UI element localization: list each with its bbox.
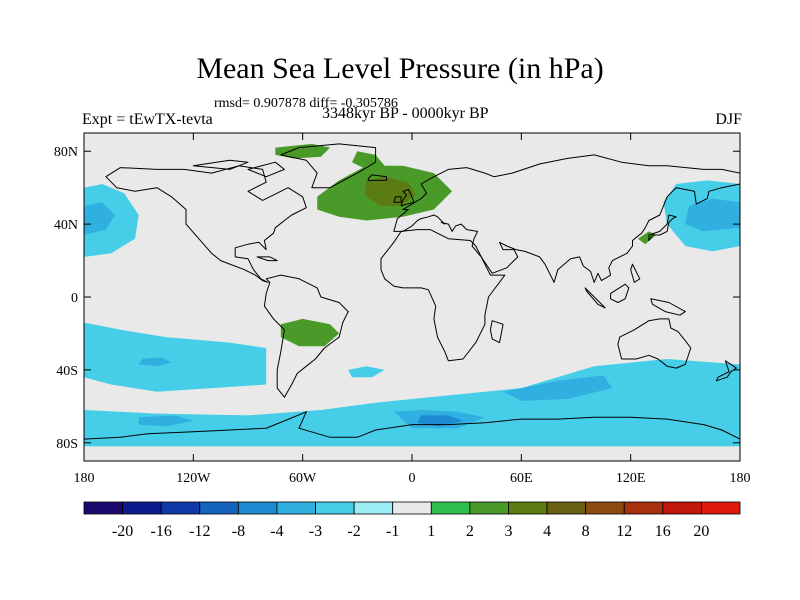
field-region-arctic-high-east — [351, 151, 385, 170]
coastlines — [84, 143, 740, 440]
field-region-north-pacific-west-core — [84, 202, 115, 235]
period-label: 3348kyr BP - 0000kyr BP — [322, 105, 489, 122]
field-region-north-atlantic-core — [364, 176, 416, 206]
colorbar-swatch-5 — [276, 501, 316, 515]
field-region-southern-ocean-core-pac — [138, 415, 194, 427]
colorbar-swatch-11 — [508, 501, 548, 515]
stats-line: rmsd= 0.907878 diff= -0.305786 — [214, 96, 398, 111]
field-region-north-pacific-east-core — [685, 198, 740, 232]
land-outline-5 — [400, 189, 415, 207]
colorbar-label: -4 — [270, 523, 283, 540]
pressure-fields — [84, 143, 740, 447]
colorbar-swatch-0 — [83, 501, 123, 515]
land-outline-14 — [489, 320, 504, 344]
map-axes: 180 120W 60W 0 60E 120E 180 80N 40N 0 40S 80S — [54, 133, 751, 486]
colorbar-label: -12 — [189, 523, 210, 540]
field-region-south-america-high — [280, 318, 340, 347]
colorbar-label: 2 — [466, 523, 474, 540]
land-outline-9 — [584, 287, 606, 309]
field-region-southern-ocean-core-east — [503, 375, 613, 401]
land-outline-16 — [256, 256, 278, 262]
x-tick-label: 120E — [616, 471, 646, 486]
colorbar-swatch-3 — [199, 501, 239, 515]
colorbar-swatch-12 — [546, 501, 587, 515]
land-outline-13 — [715, 360, 737, 382]
antarctic-coastline — [84, 410, 740, 440]
land-outline-2 — [263, 274, 349, 398]
x-tick-label: 120W — [176, 471, 211, 486]
y-tick-label: 80S — [56, 437, 78, 452]
colorbar-swatch-15 — [662, 501, 702, 515]
land-outline-4 — [393, 154, 740, 283]
colorbar-swatch-1 — [122, 501, 162, 515]
land-outline-1 — [280, 143, 377, 189]
colorbar-label: -8 — [232, 523, 245, 540]
colorbar-label: 16 — [655, 523, 671, 540]
colorbar-swatch-2 — [160, 501, 201, 515]
colorbar-swatch-8 — [392, 501, 432, 515]
colorbar-label: -3 — [309, 523, 322, 540]
colorbar-swatch-16 — [701, 501, 741, 515]
colorbar-label: 1 — [427, 523, 435, 540]
x-tick-label: 60W — [289, 471, 317, 486]
field-region-south-atlantic-spot — [348, 366, 385, 378]
colorbar-swatch-9 — [430, 501, 471, 515]
colorbar-label: 8 — [582, 523, 590, 540]
land-outline-8 — [648, 214, 677, 241]
colorbar-label: -2 — [347, 523, 360, 540]
land-outline-12 — [617, 318, 692, 369]
land-outline-17 — [247, 161, 285, 178]
colorbar-label: 3 — [505, 523, 513, 540]
colorbar-label: 4 — [543, 523, 551, 540]
field-region-southern-ocean-deep — [417, 415, 463, 427]
land-outline-11 — [650, 298, 686, 316]
y-tick-label: 40S — [56, 364, 78, 379]
y-tick-label: 40N — [54, 218, 78, 233]
season-label: DJF — [715, 111, 742, 128]
land-outline-10 — [610, 283, 630, 303]
colorbar-label: 12 — [616, 523, 632, 540]
colorbar-swatch-13 — [585, 501, 625, 515]
y-tick-label: 80N — [54, 145, 78, 160]
land-outline-6 — [393, 196, 402, 203]
land-outline-18 — [192, 159, 249, 170]
colorbar-swatch-7 — [353, 501, 394, 515]
colorbar-label: 20 — [693, 523, 709, 540]
y-tick-label: 0 — [71, 291, 78, 306]
colorbar: -20 -16 -12 -8 -4 -3 -2 -1 1 2 3 4 8 12 16 20 — [83, 501, 741, 540]
x-tick-label: 0 — [409, 471, 416, 486]
land-outline-7 — [367, 174, 387, 181]
colorbar-swatch-6 — [315, 501, 355, 515]
colorbar-label: -20 — [112, 523, 133, 540]
colorbar-swatch-4 — [237, 501, 278, 515]
colorbar-label: -16 — [151, 523, 172, 540]
experiment-label: Expt = tEwTX-tevta — [82, 111, 213, 128]
colorbar-label: -1 — [386, 523, 399, 540]
field-region-south-pacific-core — [138, 357, 172, 367]
x-tick-label: 60E — [510, 471, 533, 486]
land-outline-15 — [630, 263, 641, 283]
field-region-greenland-high-west — [275, 143, 330, 159]
colorbar-swatch-10 — [469, 501, 509, 515]
colorbar-swatch-14 — [623, 501, 664, 515]
x-tick-label: 180 — [74, 471, 95, 486]
x-tick-label: 180 — [730, 471, 751, 486]
field-region-south-pacific-band — [84, 322, 267, 392]
chart-title: Mean Sea Level Pressure (in hPa) — [196, 52, 604, 85]
land-outline-3 — [380, 229, 506, 362]
